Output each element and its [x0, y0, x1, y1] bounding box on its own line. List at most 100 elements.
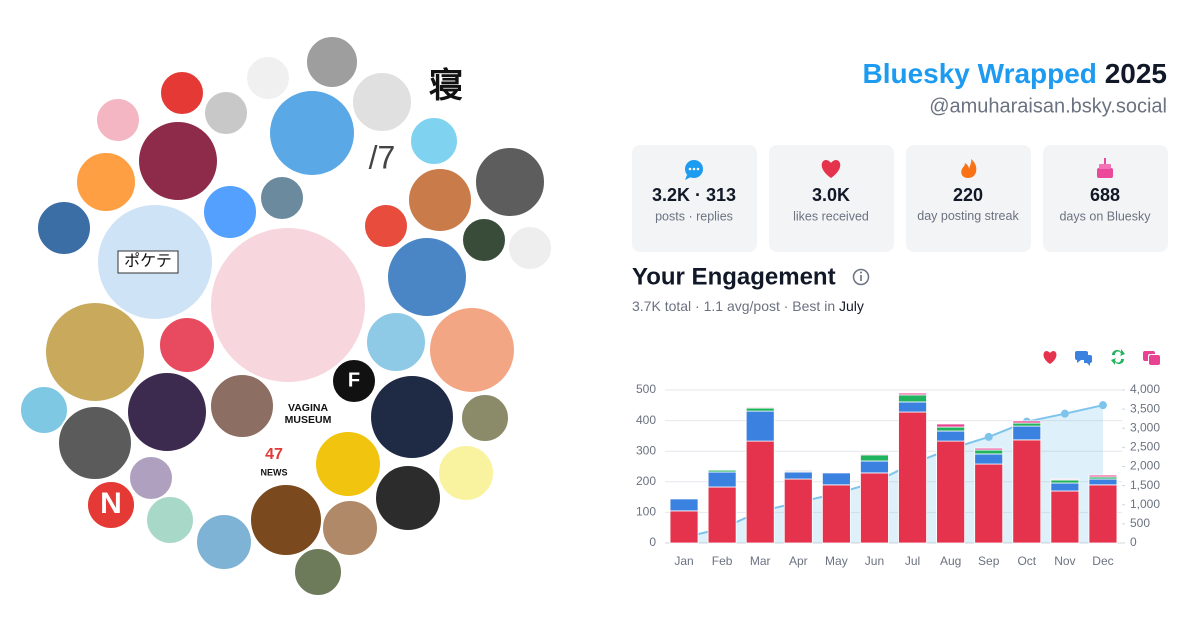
icon-flame	[961, 159, 977, 178]
bar-segment	[707, 469, 737, 473]
x-tick-label: Nov	[1054, 554, 1075, 568]
y2-tick-label: 2,500	[1130, 440, 1160, 454]
bar-segment	[974, 463, 1004, 544]
bar-segment	[783, 471, 813, 480]
avatar	[305, 35, 359, 89]
x-tick-label: Apr	[789, 554, 808, 568]
section-title: Your Engagement	[632, 263, 836, 290]
bar-segment	[936, 426, 966, 432]
avatar-text: VAGINA	[288, 402, 328, 414]
stat-card	[906, 145, 1031, 252]
bar-segment	[1050, 490, 1080, 544]
bar-segment	[1050, 482, 1080, 492]
avatar	[225, 141, 267, 183]
avatar	[321, 499, 379, 557]
avatar-text: 寝	[429, 66, 463, 105]
stat-value: 688	[1090, 185, 1120, 205]
avatar	[209, 373, 275, 439]
y-tick-label: 200	[636, 474, 656, 488]
bar-segment	[821, 484, 851, 544]
bar-segment	[936, 440, 966, 544]
engagement-summary: 3.7K total · 1.1 avg/post · Best in July	[632, 298, 864, 314]
legend-icon	[1075, 351, 1092, 366]
bar-segment	[745, 407, 775, 412]
legend-icon	[1043, 351, 1057, 364]
avatar	[128, 455, 174, 501]
bar-segment	[745, 406, 775, 409]
bar-segment	[669, 510, 699, 544]
y-tick-label: 100	[636, 505, 656, 519]
x-tick-label: Sep	[978, 554, 1000, 568]
avatar	[409, 116, 459, 166]
avatar	[137, 120, 219, 202]
stat-card	[632, 145, 757, 252]
avatar	[460, 393, 510, 443]
avatar	[158, 316, 216, 374]
icon-heart	[821, 160, 841, 178]
avatar	[259, 175, 305, 221]
avatar	[51, 259, 97, 305]
bar-segment	[669, 498, 699, 512]
avatar	[186, 454, 242, 510]
summary-text: 3.7K total · 1.1 avg/post · Best in	[632, 298, 835, 314]
bar-segment	[1050, 479, 1080, 484]
avatar	[277, 383, 339, 445]
handle: @amuharaisan.bsky.social	[929, 95, 1167, 117]
avatar-text: /7	[369, 139, 396, 175]
y2-tick-label: 0	[1130, 535, 1137, 549]
info-icon[interactable]	[852, 268, 870, 286]
avatar	[255, 444, 293, 482]
avatar-text: NEWS	[261, 467, 288, 477]
stat-value: 220	[953, 185, 983, 205]
x-tick-label: Oct	[1017, 554, 1036, 568]
stat-cards: 3.2K · 313 posts · replies 3.0K likes re…	[632, 145, 1168, 252]
avatar	[374, 464, 442, 532]
avatar	[353, 135, 407, 189]
avatar	[159, 70, 205, 116]
avatar	[293, 547, 343, 597]
stat-label-wrap: day posting streak	[917, 209, 1018, 223]
x-tick-label: May	[825, 554, 848, 568]
avatar	[86, 480, 136, 530]
y2-tick-label: 3,500	[1130, 401, 1160, 415]
line-point	[1060, 409, 1069, 418]
stat-label: days on Bluesky	[1059, 209, 1151, 223]
avatar	[479, 267, 521, 309]
avatar	[268, 89, 356, 177]
avatar	[386, 236, 468, 318]
x-tick-label: Feb	[712, 554, 733, 568]
avatar	[126, 371, 208, 453]
bar-segment	[745, 410, 775, 442]
stat-label: likes received	[793, 209, 869, 223]
icon-chat	[685, 160, 703, 180]
bar-segment	[936, 423, 966, 428]
bar-segment	[745, 440, 775, 544]
avatar-text: F	[348, 369, 360, 391]
avatar	[507, 225, 553, 271]
y2-tick-label: 2,000	[1130, 459, 1160, 473]
stat-value: 3.2K · 313	[652, 185, 736, 205]
avatar	[474, 146, 546, 218]
bar-segment	[936, 430, 966, 442]
bar-segment	[707, 486, 737, 544]
avatar	[331, 358, 377, 404]
stat-card	[1043, 145, 1168, 252]
bar-segment	[898, 411, 927, 544]
bar-segment	[1088, 474, 1118, 478]
title-brand: Bluesky Wrapped	[862, 58, 1096, 89]
avatar	[209, 226, 367, 384]
bar-segment	[898, 392, 927, 396]
avatar	[36, 200, 92, 256]
avatar	[461, 217, 507, 263]
bar-segment	[1012, 422, 1042, 427]
avatar	[314, 430, 382, 498]
y2-tick-label: 3,000	[1130, 420, 1160, 434]
stat-card	[769, 145, 894, 252]
y2-tick-label: 1,000	[1130, 497, 1160, 511]
avatar	[202, 184, 258, 240]
title: Bluesky Wrapped 2025	[862, 58, 1167, 89]
bar-segment	[860, 454, 889, 462]
avatar	[428, 306, 516, 394]
y2-tick-label: 500	[1130, 516, 1150, 530]
